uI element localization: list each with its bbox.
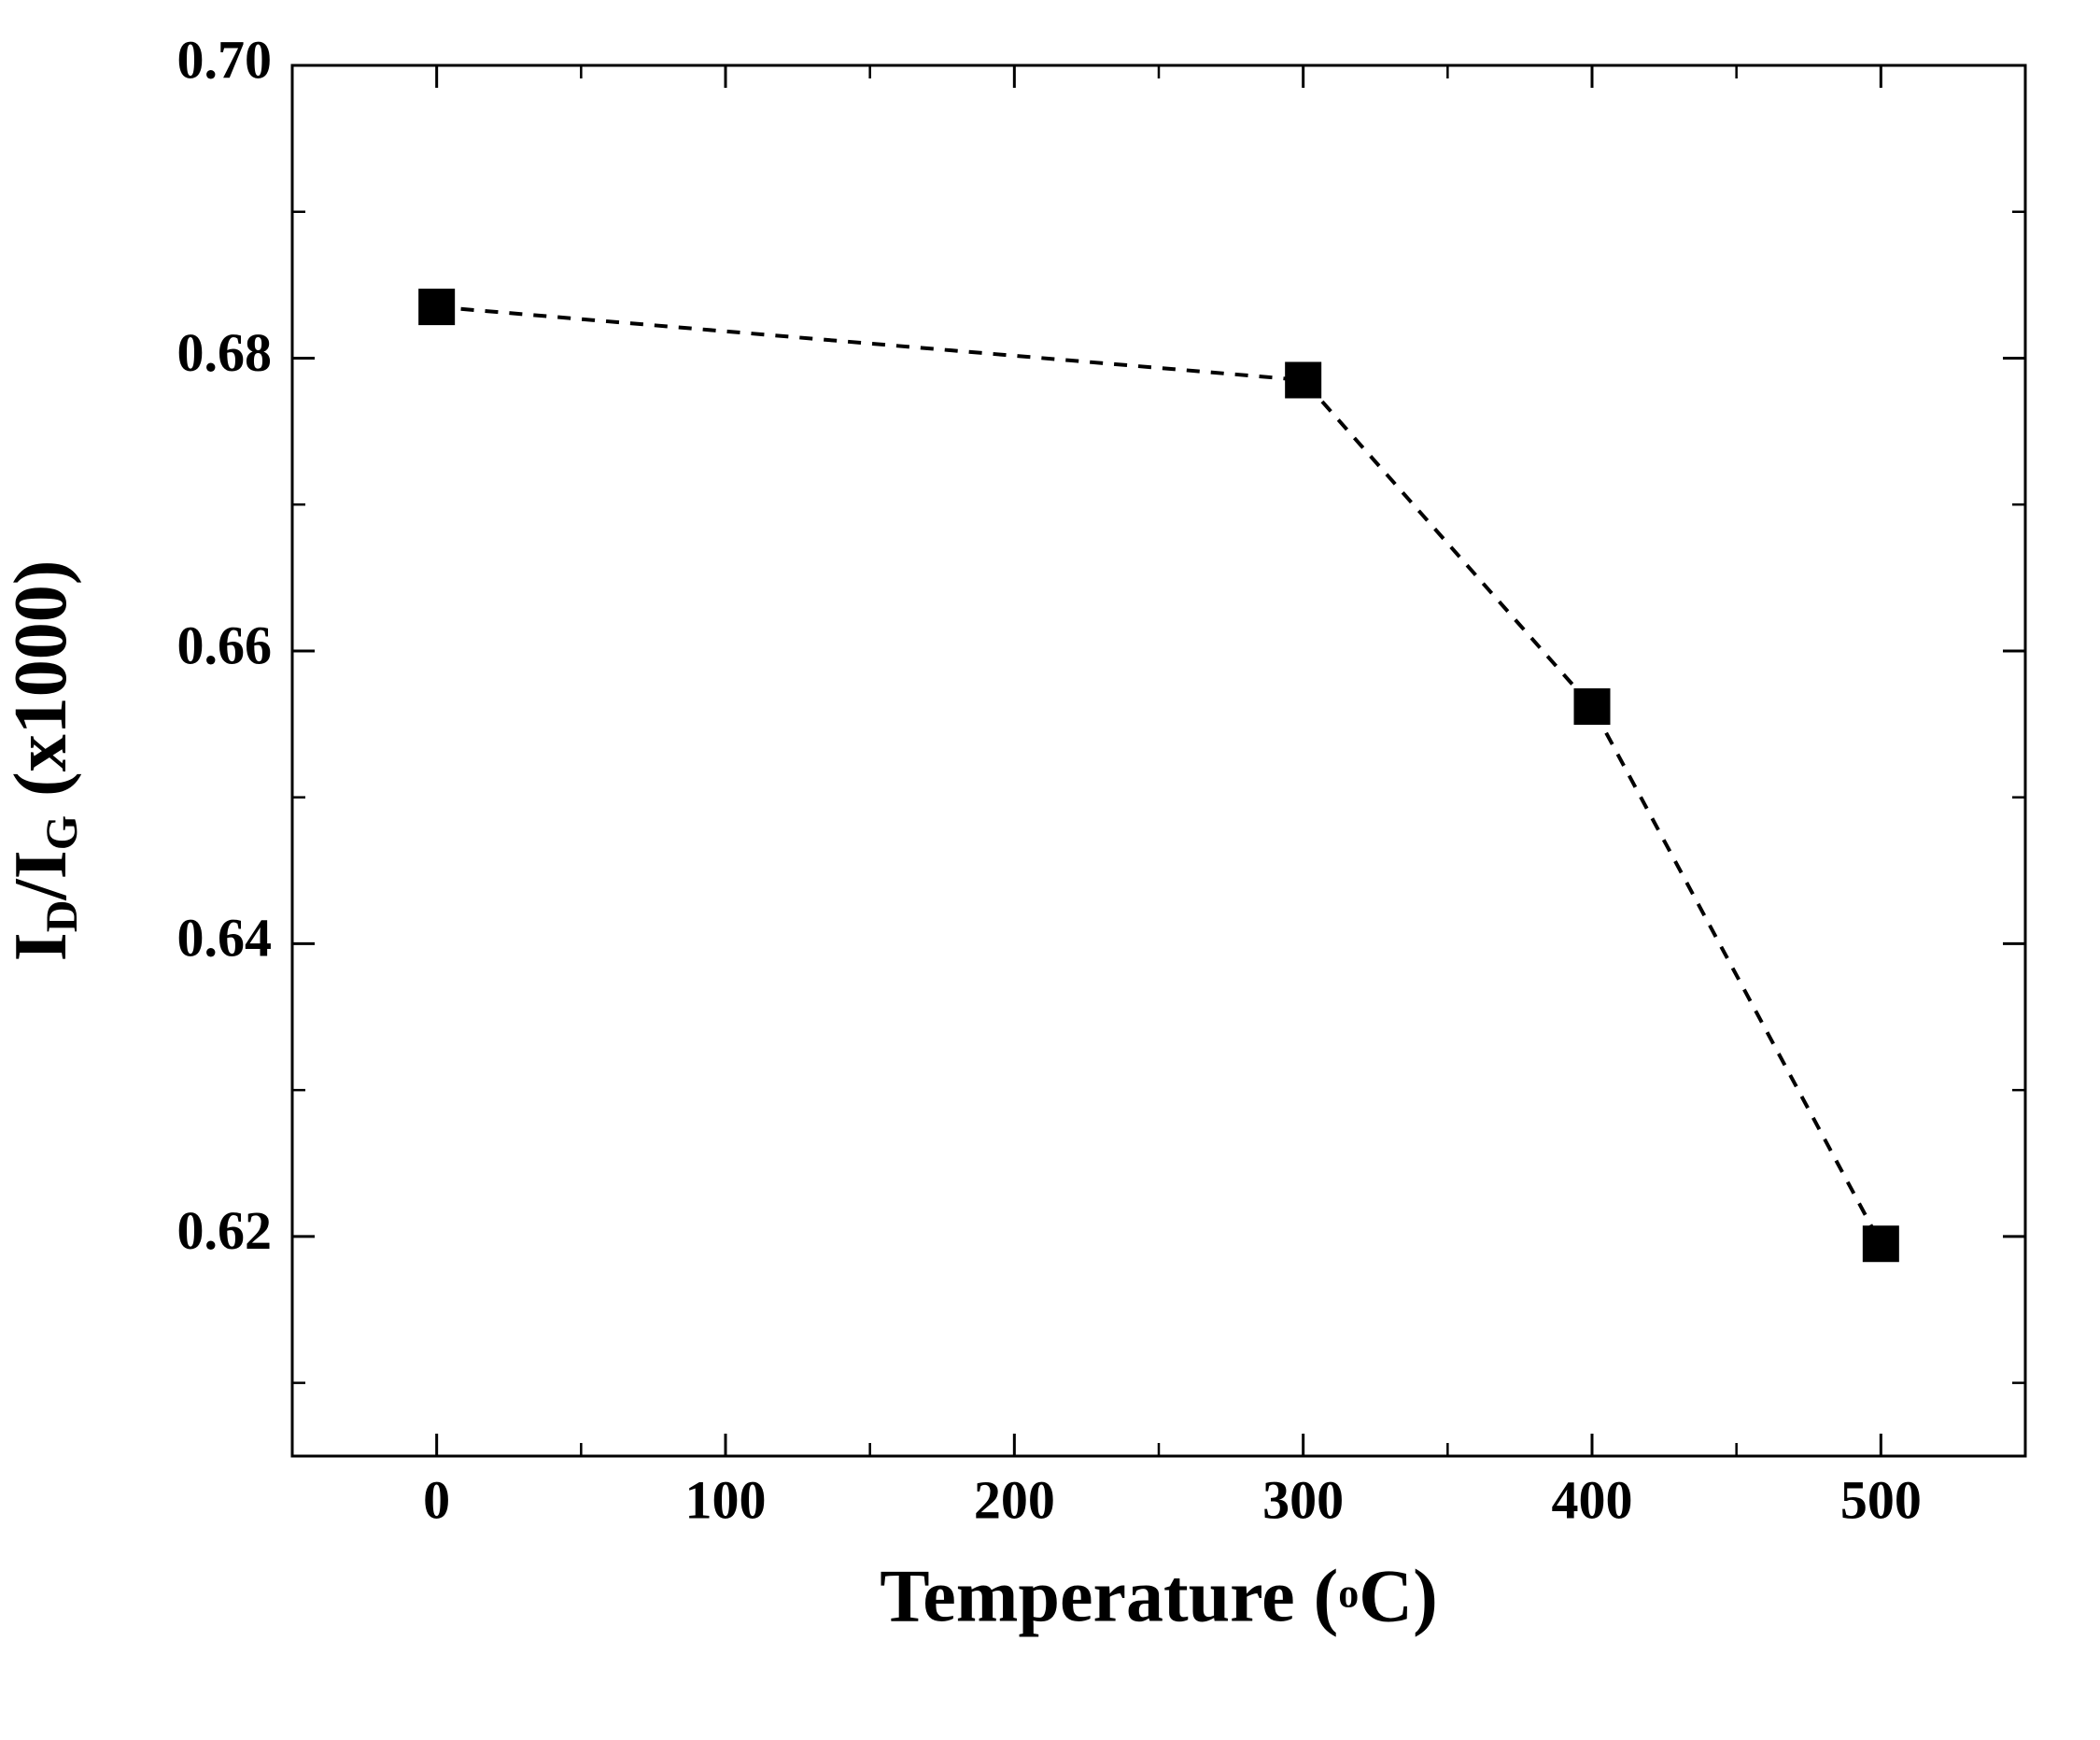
data-marker bbox=[419, 290, 455, 325]
x-tick-label: 0 bbox=[423, 1469, 450, 1530]
data-marker bbox=[1863, 1226, 1898, 1262]
y-tick-label: 0.64 bbox=[177, 908, 273, 969]
x-tick-label: 200 bbox=[974, 1469, 1055, 1530]
data-marker bbox=[1574, 689, 1610, 725]
data-marker bbox=[1286, 362, 1321, 398]
x-tick-label: 300 bbox=[1262, 1469, 1344, 1530]
y-tick-label: 0.66 bbox=[177, 615, 273, 675]
chart-container: 01002003004005000.620.640.660.680.70Temp… bbox=[0, 0, 2100, 1740]
x-tick-label: 100 bbox=[685, 1469, 767, 1530]
y-tick-label: 0.62 bbox=[177, 1200, 273, 1261]
y-tick-label: 0.70 bbox=[177, 29, 273, 90]
chart-svg: 01002003004005000.620.640.660.680.70Temp… bbox=[0, 0, 2100, 1740]
y-tick-label: 0.68 bbox=[177, 322, 273, 383]
x-tick-label: 500 bbox=[1840, 1469, 1922, 1530]
x-tick-label: 400 bbox=[1552, 1469, 1633, 1530]
